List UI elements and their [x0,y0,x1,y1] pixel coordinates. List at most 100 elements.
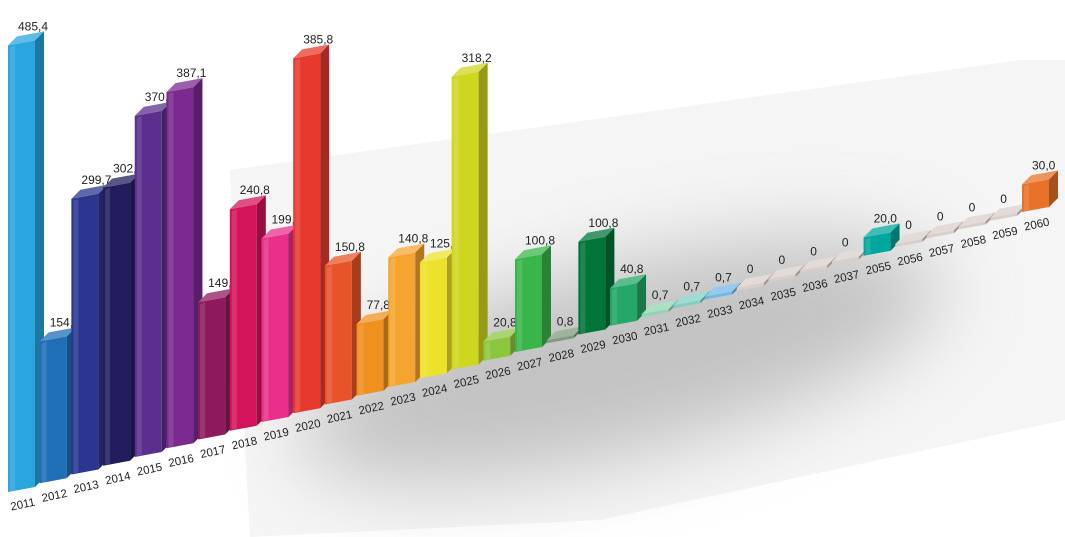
bar-highlight [580,241,586,334]
category-label: 2055 [865,260,893,277]
bar-front [103,182,131,466]
bar-highlight [263,238,269,421]
bar [958,212,995,230]
bar-side [763,273,773,286]
bars: 485,42011154,22012299,72013302,32014370,… [8,19,1058,514]
category-label: 2060 [1023,217,1051,234]
bar [198,288,235,440]
bar-front [610,283,638,326]
category-label: 2031 [643,322,671,339]
category-label: 2025 [453,374,481,391]
bar-front [451,71,479,370]
bar-top [705,282,742,297]
category-label: 2030 [611,330,639,347]
bar-front [388,252,416,387]
bar-side [732,282,742,295]
category-label: 2058 [960,234,988,251]
bar-front [673,300,701,309]
bar-front [578,236,606,335]
bar-front [483,336,511,361]
bar-top [641,300,678,314]
bar-side [953,221,963,234]
bar-side [1049,170,1058,207]
category-label: 2021 [326,409,354,426]
value-label: 100,8 [588,216,618,230]
bar-top [926,221,963,236]
bar-front [831,256,859,265]
value-label: 0 [779,253,786,267]
bar-top [261,224,298,239]
bar-top [831,247,868,262]
bar-front [895,239,923,247]
bar-front [768,274,796,282]
value-label: 0 [905,218,912,232]
value-label: 299,7 [81,173,111,187]
bar-top [1022,170,1058,185]
bar-top [800,256,837,271]
bar-top [578,227,615,242]
category-label: 2020 [294,418,322,435]
bar-side [637,274,647,321]
bar-highlight [390,257,396,386]
bar [229,195,266,431]
bar-front [71,193,99,475]
category-label: 2017 [199,444,227,461]
bar-top [673,291,710,306]
bar [768,265,805,282]
bar-front [546,335,574,344]
category-label: 2024 [421,383,449,400]
bar-front [261,233,289,422]
bar-top [863,223,900,238]
category-label: 2014 [104,470,132,487]
value-label: 385,8 [303,32,333,46]
bar-highlight [200,302,206,439]
bar [324,251,361,405]
value-label: 30,0 [1032,158,1056,172]
category-label: 2013 [73,479,101,496]
value-label: 0 [842,236,849,250]
bar-side [668,300,678,312]
bar-highlight [453,76,459,369]
bar-top [166,78,203,93]
bar-front [39,336,67,484]
bar-top [483,327,520,342]
value-label: 387,1 [176,66,206,80]
bar-top [768,265,805,279]
bar-top [515,245,551,260]
bar-top [419,248,456,263]
category-label: 2015 [136,462,164,479]
bar-highlight [612,288,618,325]
bar [673,291,710,309]
bar-top [736,273,773,288]
bar-front [166,87,194,449]
bar-front [705,291,733,300]
bar-highlight [1024,184,1029,211]
value-label: 0 [1000,192,1007,206]
bar-side [827,256,837,269]
value-label: 485,4 [18,19,48,33]
bar [578,227,615,335]
value-label: 0 [747,262,754,276]
value-label: 100,8 [525,233,555,247]
bar-highlight [485,341,491,360]
bar-highlight [421,262,427,378]
bar [1022,170,1058,212]
category-label: 2011 [10,497,37,514]
bar-top [958,212,995,227]
category-label: 2059 [991,225,1019,242]
bar-highlight [41,341,47,483]
bar [356,310,393,396]
category-label: 2027 [516,357,544,374]
bar-side [795,265,805,277]
bar-side [700,291,710,304]
category-label: 2057 [928,243,956,260]
bar [515,245,551,352]
bar-top [229,195,266,210]
bar-front [515,254,542,352]
bar-top [39,327,76,342]
bar-side [542,245,551,347]
bar [926,221,963,239]
bar [610,274,647,326]
value-label: 140,8 [398,232,428,246]
category-label: 2034 [738,295,766,312]
